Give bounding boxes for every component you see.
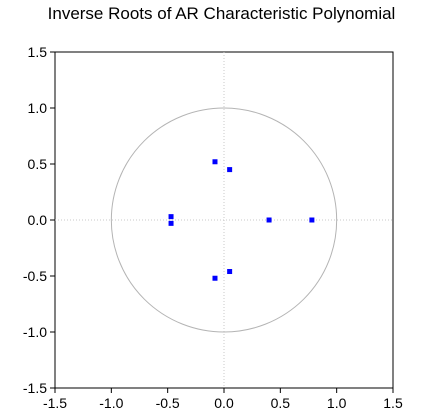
- x-tick-label: 1.0: [327, 395, 347, 411]
- x-tick-label: 0.5: [271, 395, 291, 411]
- y-tick-label: -1.0: [23, 324, 47, 340]
- chart-title: Inverse Roots of AR Characteristic Polyn…: [48, 4, 396, 23]
- x-tick-label: -1.0: [99, 395, 123, 411]
- y-tick-label: 0.5: [28, 156, 48, 172]
- root-point: [168, 214, 174, 220]
- points-layer: [168, 159, 315, 281]
- x-tick-label: 0.0: [214, 395, 234, 411]
- unit-circle: [110, 107, 338, 333]
- root-point: [227, 269, 233, 275]
- y-tick-label: -1.5: [23, 380, 47, 396]
- root-point: [266, 217, 272, 223]
- y-tick-label: -0.5: [23, 268, 47, 284]
- root-point: [227, 167, 233, 173]
- x-tick-label: -1.5: [43, 395, 67, 411]
- y-tick-label: 0.0: [28, 212, 48, 228]
- ticks-layer: -1.5 -1.0 -0.5 0.0 0.5 1.0 1.5 1.5 1.0 0.5 0.0 -0.5…: [23, 44, 403, 411]
- root-point: [309, 217, 315, 223]
- y-tick-label: 1.5: [28, 44, 48, 60]
- root-point: [212, 275, 218, 281]
- unit-circle-layer: [110, 107, 338, 333]
- x-tick-label: 1.5: [383, 395, 403, 411]
- root-point: [168, 220, 174, 226]
- y-tick-label: 1.0: [28, 100, 48, 116]
- root-point: [212, 159, 218, 165]
- x-tick-label: -0.5: [156, 395, 180, 411]
